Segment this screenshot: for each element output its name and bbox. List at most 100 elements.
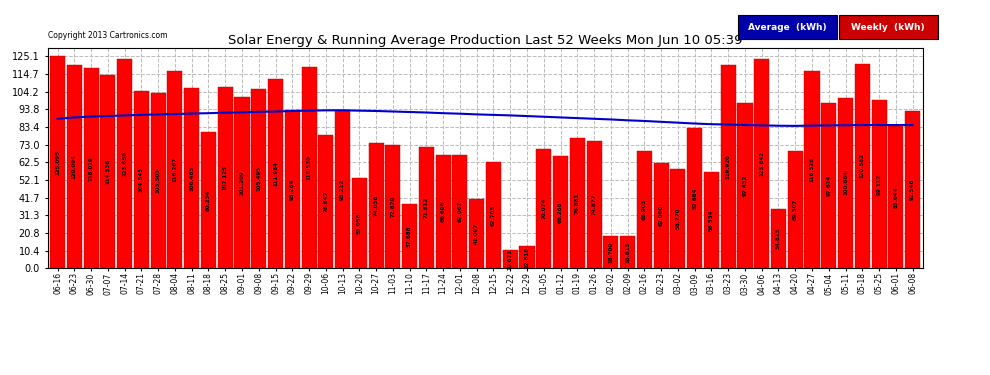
Text: 118.530: 118.530 (307, 155, 312, 180)
Text: 97.614: 97.614 (827, 175, 832, 196)
Bar (201, 132, 216, 268)
Bar (436, 155, 450, 268)
Bar (452, 154, 467, 268)
Text: 118.019: 118.019 (89, 156, 94, 181)
Bar (368, 143, 384, 268)
Bar (905, 111, 920, 268)
Text: 106.465: 106.465 (189, 165, 194, 190)
Text: 18.813: 18.813 (625, 242, 630, 263)
Text: 66.288: 66.288 (558, 201, 563, 223)
Text: 97.432: 97.432 (742, 175, 747, 196)
Text: 74.038: 74.038 (373, 195, 378, 216)
Text: 70.074: 70.074 (542, 198, 546, 219)
Bar (704, 172, 719, 268)
Text: 111.984: 111.984 (273, 161, 278, 186)
Text: 58.770: 58.770 (675, 208, 680, 229)
Text: 93.212: 93.212 (341, 178, 346, 200)
Text: Copyright 2013 Cartronics.com: Copyright 2013 Cartronics.com (48, 31, 167, 40)
Bar (385, 145, 400, 268)
Bar (670, 169, 685, 268)
Text: 76.881: 76.881 (575, 192, 580, 214)
Text: 125.095: 125.095 (55, 150, 60, 175)
Text: 101.209: 101.209 (240, 170, 245, 195)
Text: 72.820: 72.820 (390, 196, 395, 217)
Text: Weekly  (kWh): Weekly (kWh) (851, 22, 925, 32)
Text: 116.267: 116.267 (172, 157, 177, 182)
Bar (620, 236, 636, 268)
Bar (184, 88, 199, 268)
Bar (771, 209, 786, 268)
Text: 34.813: 34.813 (776, 228, 781, 249)
Text: 120.094: 120.094 (72, 154, 77, 179)
Bar (235, 97, 249, 268)
Text: 66.696: 66.696 (441, 201, 446, 222)
Text: 18.700: 18.700 (608, 242, 614, 263)
Bar (888, 126, 904, 268)
Text: 123.650: 123.650 (122, 151, 127, 176)
Bar (50, 56, 65, 268)
Bar (788, 151, 803, 268)
Text: 80.234: 80.234 (206, 190, 211, 211)
Bar (335, 110, 350, 268)
Bar (351, 178, 367, 268)
Bar (83, 68, 99, 268)
Bar (553, 156, 568, 268)
Text: 56.534: 56.534 (709, 210, 714, 231)
Bar (854, 64, 870, 268)
Bar (150, 93, 165, 268)
Bar (100, 75, 116, 268)
Bar (805, 71, 820, 268)
Bar (586, 141, 602, 268)
Text: 68.903: 68.903 (642, 199, 646, 220)
Bar (838, 98, 853, 268)
Text: 78.647: 78.647 (324, 191, 329, 212)
Bar (822, 103, 837, 268)
Text: 71.812: 71.812 (424, 197, 429, 218)
Text: 119.920: 119.920 (726, 154, 731, 179)
Text: 83.644: 83.644 (893, 186, 898, 208)
Text: 99.112: 99.112 (876, 174, 881, 195)
Bar (285, 110, 300, 268)
Bar (486, 162, 501, 268)
Bar (537, 150, 551, 268)
Text: 53.056: 53.056 (356, 213, 362, 234)
Bar (268, 78, 283, 268)
Bar (469, 198, 484, 268)
Bar (134, 91, 148, 268)
Text: 12.818: 12.818 (525, 247, 530, 268)
Text: 120.582: 120.582 (860, 154, 865, 178)
Bar (687, 128, 702, 268)
Bar (603, 237, 619, 268)
Bar (251, 90, 266, 268)
Bar (871, 100, 887, 268)
Bar (754, 59, 769, 268)
Bar (520, 246, 535, 268)
Bar (167, 71, 182, 268)
Text: 82.684: 82.684 (692, 188, 697, 209)
Bar (721, 65, 736, 268)
Title: Solar Energy & Running Average Production Last 52 Weeks Mon Jun 10 05:39: Solar Energy & Running Average Productio… (228, 34, 743, 47)
Text: 114.336: 114.336 (105, 159, 110, 184)
Text: 92.546: 92.546 (910, 179, 915, 201)
Bar (653, 163, 668, 268)
Bar (503, 250, 518, 268)
Text: 62.705: 62.705 (491, 204, 496, 226)
Bar (218, 87, 233, 268)
Bar (738, 103, 752, 268)
Text: 116.526: 116.526 (810, 157, 815, 182)
Bar (637, 152, 652, 268)
Text: 123.642: 123.642 (759, 151, 764, 176)
Bar (570, 138, 585, 268)
Text: 104.545: 104.545 (139, 167, 144, 192)
Bar (318, 135, 334, 268)
Text: 69.307: 69.307 (793, 199, 798, 220)
Text: 67.067: 67.067 (457, 201, 462, 222)
Text: 103.503: 103.503 (155, 168, 160, 193)
Text: 105.493: 105.493 (256, 166, 261, 191)
Text: 107.125: 107.125 (223, 165, 228, 190)
Text: 74.877: 74.877 (592, 194, 597, 216)
Bar (419, 147, 434, 268)
Bar (66, 65, 82, 268)
Text: 62.060: 62.060 (658, 205, 663, 226)
Bar (117, 59, 133, 268)
